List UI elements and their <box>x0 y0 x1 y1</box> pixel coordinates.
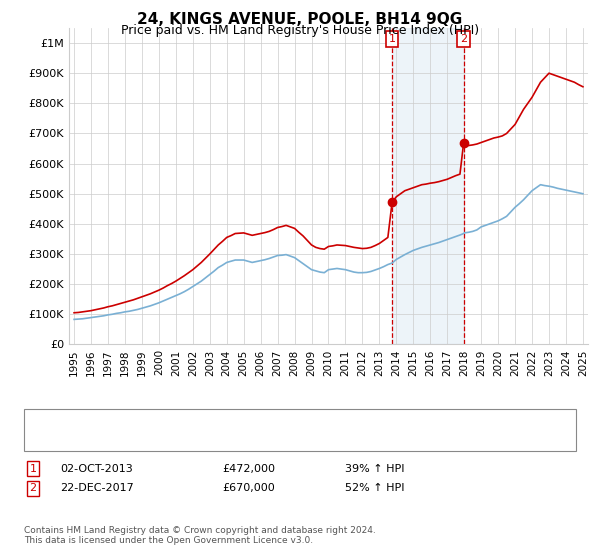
Bar <box>392 28 464 344</box>
Text: £472,000: £472,000 <box>222 464 275 474</box>
Text: —: — <box>39 431 57 449</box>
Text: 1: 1 <box>29 464 37 474</box>
Text: £670,000: £670,000 <box>222 483 275 493</box>
Text: This data is licensed under the Open Government Licence v3.0.: This data is licensed under the Open Gov… <box>24 536 313 545</box>
Text: 1: 1 <box>389 34 395 44</box>
Text: Contains HM Land Registry data © Crown copyright and database right 2024.: Contains HM Land Registry data © Crown c… <box>24 526 376 535</box>
Text: 24, KINGS AVENUE, POOLE, BH14 9QG (detached house): 24, KINGS AVENUE, POOLE, BH14 9QG (detac… <box>63 418 373 428</box>
Text: 39% ↑ HPI: 39% ↑ HPI <box>345 464 404 474</box>
Text: 2: 2 <box>460 34 467 44</box>
Text: 02-OCT-2013: 02-OCT-2013 <box>60 464 133 474</box>
Text: 24, KINGS AVENUE, POOLE, BH14 9QG: 24, KINGS AVENUE, POOLE, BH14 9QG <box>137 12 463 27</box>
Text: —: — <box>39 414 57 432</box>
Text: 22-DEC-2017: 22-DEC-2017 <box>60 483 134 493</box>
Text: Price paid vs. HM Land Registry's House Price Index (HPI): Price paid vs. HM Land Registry's House … <box>121 24 479 37</box>
Text: 52% ↑ HPI: 52% ↑ HPI <box>345 483 404 493</box>
Text: 2: 2 <box>29 483 37 493</box>
Text: HPI: Average price, detached house, Bournemouth Christchurch and Poole: HPI: Average price, detached house, Bour… <box>63 435 469 445</box>
